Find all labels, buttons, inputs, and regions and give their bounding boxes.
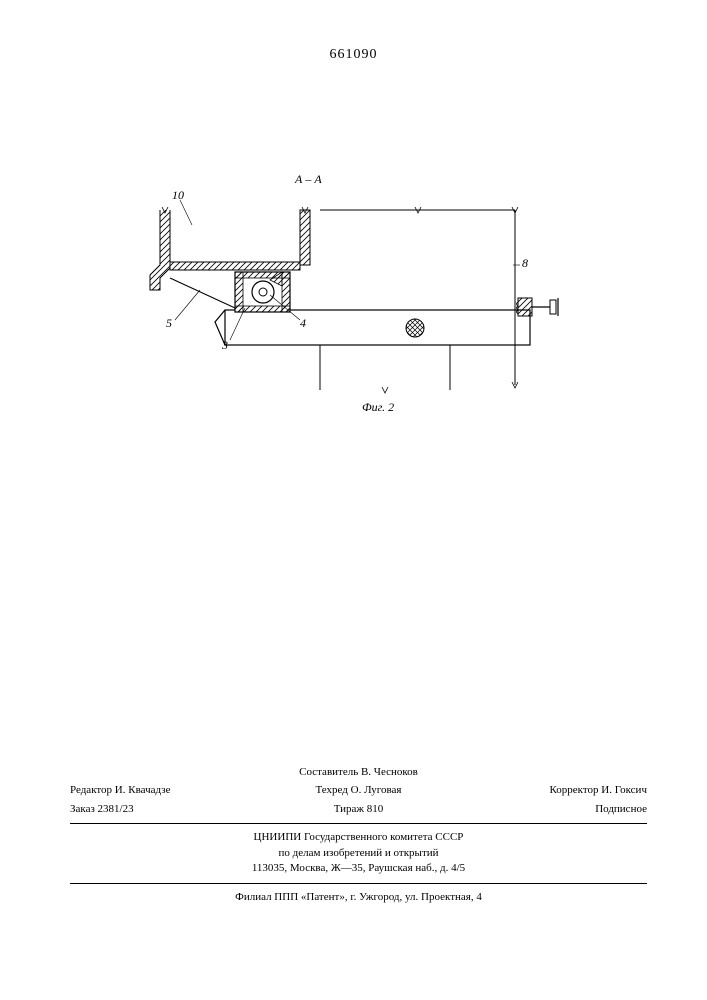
order-number: Заказ 2381/23 [70, 801, 262, 818]
part-label-10: 10 [172, 188, 184, 203]
figure-2-svg [120, 190, 580, 430]
section-label: А – А [295, 172, 322, 187]
publisher-block: ЦНИИПИ Государственного комитета СССР по… [70, 830, 647, 876]
handle-assembly [517, 298, 559, 316]
part-label-5: 5 [166, 316, 172, 331]
publisher-line-2: по делам изобретений и открытий [70, 846, 647, 861]
corrector: Корректор И. Гоксич [455, 782, 647, 799]
separator-2 [70, 883, 647, 884]
figure-2: А – А [120, 190, 580, 430]
print-run: Тираж 810 [262, 801, 454, 818]
compiler: Составитель В. Чесноков [299, 764, 418, 781]
editor: Редактор И. Квачадзе [70, 782, 262, 799]
part-label-8: 8 [522, 256, 528, 271]
separator-1 [70, 823, 647, 824]
document-number: 661090 [0, 47, 707, 63]
branch-line: Филиал ППП «Патент», г. Ужгород, ул. Про… [235, 891, 482, 903]
part-label-3: 3 [222, 338, 228, 353]
techred: Техред О. Луговая [262, 782, 454, 799]
publisher-line-3: 113035, Москва, Ж—35, Раушская наб., д. … [70, 861, 647, 876]
publisher-line-1: ЦНИИПИ Государственного комитета СССР [70, 830, 647, 845]
figure-caption: Фиг. 2 [362, 400, 394, 415]
subscription: Подписное [455, 801, 647, 818]
colophon: Составитель В. Чесноков Редактор И. Квач… [70, 764, 647, 905]
part-label-4: 4 [300, 316, 306, 331]
